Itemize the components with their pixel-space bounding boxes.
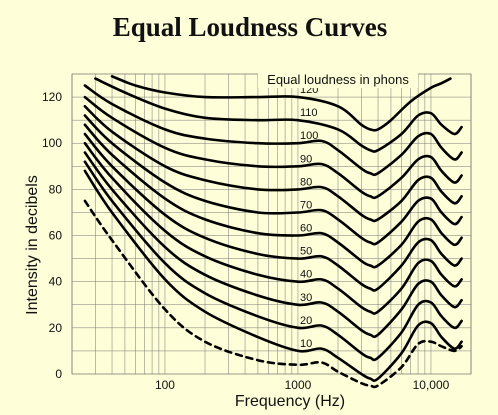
y-axis-label: Intensity in decibels bbox=[24, 175, 41, 315]
x-tick-label: 10,000 bbox=[413, 378, 450, 392]
phon-label: 100 bbox=[300, 130, 318, 142]
loudness-curve-20-phons bbox=[83, 160, 463, 362]
y-tick-label: 80 bbox=[49, 182, 63, 196]
y-tick-label: 0 bbox=[55, 367, 62, 381]
loudness-curve-60-phons bbox=[83, 123, 463, 269]
x-tick-label: 1000 bbox=[285, 378, 312, 392]
loudness-curve-30-phons bbox=[83, 151, 463, 339]
phon-label: 30 bbox=[300, 292, 312, 304]
loudness-curve-40-phons bbox=[83, 141, 463, 315]
phon-label: 20 bbox=[300, 315, 312, 327]
phon-label: 110 bbox=[300, 107, 318, 119]
phon-label: 40 bbox=[300, 269, 312, 281]
y-tick-label: 60 bbox=[49, 229, 63, 243]
hearing-threshold-curve bbox=[83, 199, 463, 389]
loudness-curve-100-phons bbox=[83, 84, 463, 177]
loudness-curve-10-phons bbox=[83, 169, 463, 382]
y-tick-label: 100 bbox=[42, 136, 62, 150]
y-tick-label: 20 bbox=[49, 321, 63, 335]
loudness-curve-50-phons bbox=[83, 132, 463, 292]
phon-label: 80 bbox=[300, 176, 312, 188]
loudness-curve-80-phons bbox=[83, 105, 463, 223]
chart-title: Equal Loudness Curves bbox=[113, 12, 388, 42]
loudness-curves bbox=[83, 75, 463, 389]
loudness-curve-120-phons bbox=[110, 75, 452, 132]
phon-label: 60 bbox=[300, 223, 312, 235]
axis-ticks: 0 20 40 60 80 100 120 100 1000 10,000 bbox=[42, 90, 450, 392]
loudness-curve-90-phons bbox=[83, 95, 463, 200]
legend-title-backdrop bbox=[258, 72, 418, 88]
phon-label: 10 bbox=[300, 338, 312, 350]
plot-area bbox=[71, 73, 472, 375]
legend-title: Equal loudness in phons bbox=[267, 72, 409, 87]
loudness-curve-110-phons bbox=[94, 77, 463, 153]
y-tick-label: 40 bbox=[49, 275, 63, 289]
x-axis-label: Frequency (Hz) bbox=[235, 393, 345, 410]
loudness-curve-70-phons bbox=[83, 114, 463, 246]
phon-label: 50 bbox=[300, 246, 312, 258]
x-tick-label: 100 bbox=[155, 378, 175, 392]
phon-label: 70 bbox=[300, 199, 312, 211]
y-tick-label: 120 bbox=[42, 90, 62, 104]
phon-label: 90 bbox=[300, 153, 312, 165]
